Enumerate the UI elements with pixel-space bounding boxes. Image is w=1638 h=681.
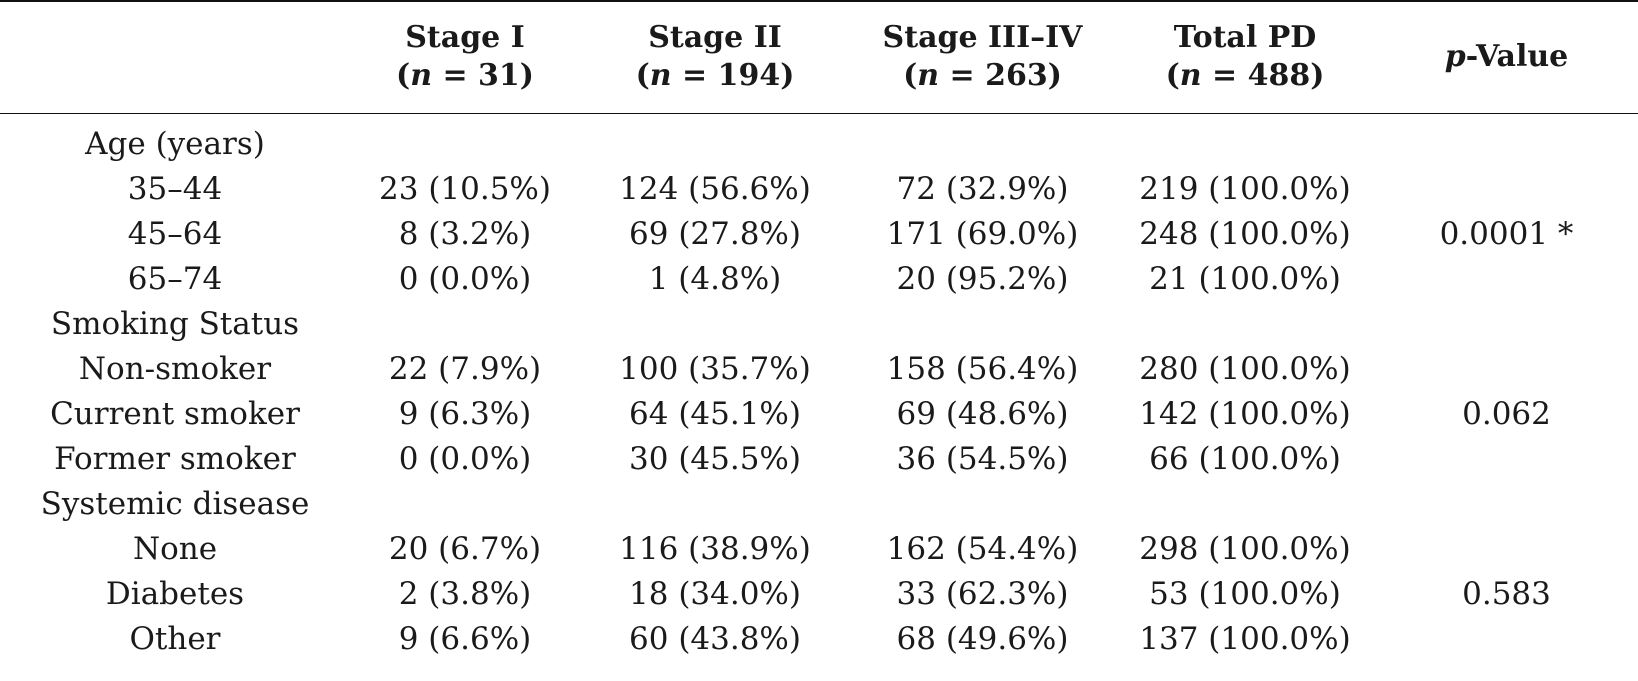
section-row-systemic-disease: Systemic disease	[0, 482, 1638, 527]
header-stage-3-4: Stage III–IV (n = 263)	[850, 0, 1115, 114]
header-stage-1-title: Stage I	[405, 20, 525, 56]
cell-stage-1: 0 (0.0%)	[398, 440, 532, 477]
header-p-value: p-Value	[1375, 0, 1638, 114]
row-label: Former smoker	[54, 440, 296, 477]
header-total-pd: Total PD (n = 488)	[1115, 0, 1375, 114]
table-row: 65–74 0 (0.0%) 1 (4.8%) 20 (95.2%) 21 (1…	[0, 257, 1638, 302]
cell-stage-2: 64 (45.1%)	[629, 395, 801, 432]
section-title: Age (years)	[85, 125, 265, 162]
cell-stage-1: 23 (10.5%)	[379, 170, 551, 207]
section-title: Systemic disease	[40, 485, 310, 522]
n-symbol: n	[1179, 58, 1202, 94]
n-value: = 31)	[432, 58, 534, 94]
row-label: 45–64	[127, 215, 223, 252]
cell-stage-3-4: 158 (56.4%)	[886, 350, 1079, 387]
cell-stage-2: 69 (27.8%)	[629, 215, 801, 252]
p-symbol: p	[1444, 39, 1466, 75]
n-symbol: n	[649, 58, 672, 94]
n-value: = 488)	[1201, 58, 1325, 94]
pd-stage-table: Stage I (n = 31) Stage II (n = 194) Stag…	[0, 0, 1638, 662]
header-total-pd-title: Total PD	[1173, 20, 1317, 56]
p-value-label: -Value	[1465, 39, 1569, 75]
header-stage-1: Stage I (n = 31)	[350, 0, 580, 114]
cell-stage-3-4: 72 (32.9%)	[896, 170, 1069, 207]
cell-total: 248 (100.0%)	[1139, 215, 1351, 252]
n-prefix: (	[396, 58, 411, 94]
table-row: Diabetes 2 (3.8%) 18 (34.0%) 33 (62.3%) …	[0, 572, 1638, 617]
header-row: Stage I (n = 31) Stage II (n = 194) Stag…	[0, 0, 1638, 114]
cell-total: 280 (100.0%)	[1139, 350, 1351, 387]
row-label: 35–44	[127, 170, 223, 207]
table-row: Other 9 (6.6%) 60 (43.8%) 68 (49.6%) 137…	[0, 617, 1638, 662]
header-stage-3-4-n: (n = 263)	[850, 57, 1115, 95]
cell-stage-2: 124 (56.6%)	[619, 170, 811, 207]
header-stage-2: Stage II (n = 194)	[580, 0, 850, 114]
header-stage-2-n: (n = 194)	[580, 57, 850, 95]
table-body: Age (years) 35–44 23 (10.5%) 124 (56.6%)…	[0, 113, 1638, 662]
row-label: 65–74	[127, 260, 223, 297]
cell-stage-1: 22 (7.9%)	[388, 350, 542, 387]
table-row: Former smoker 0 (0.0%) 30 (45.5%) 36 (54…	[0, 437, 1638, 482]
cell-stage-3-4: 68 (49.6%)	[896, 620, 1069, 657]
cell-total: 142 (100.0%)	[1139, 395, 1351, 432]
row-label: Diabetes	[105, 575, 245, 612]
cell-stage-3-4: 162 (54.4%)	[886, 530, 1079, 567]
header-stage-1-n: (n = 31)	[350, 57, 580, 95]
row-label: Non-smoker	[78, 350, 272, 387]
table-row: 35–44 23 (10.5%) 124 (56.6%) 72 (32.9%) …	[0, 167, 1638, 252]
table-row: 45–64 8 (3.2%) 69 (27.8%) 171 (69.0%) 24…	[0, 212, 1638, 257]
cell-stage-2: 18 (34.0%)	[629, 575, 801, 612]
cell-total: 298 (100.0%)	[1139, 530, 1351, 567]
cell-p-value: 0.0001 *	[1439, 215, 1574, 252]
cell-total: 53 (100.0%)	[1149, 575, 1341, 612]
n-prefix: (	[903, 58, 918, 94]
header-stage-3-4-title: Stage III–IV	[882, 20, 1083, 56]
n-symbol: n	[410, 58, 433, 94]
cell-stage-1: 0 (0.0%)	[398, 260, 532, 297]
header-total-pd-n: (n = 488)	[1115, 57, 1375, 95]
table-row: Non-smoker 22 (7.9%) 100 (35.7%) 158 (56…	[0, 347, 1638, 432]
cell-stage-2: 116 (38.9%)	[619, 530, 811, 567]
cell-stage-3-4: 20 (95.2%)	[896, 260, 1069, 297]
cell-stage-1: 20 (6.7%)	[388, 530, 542, 567]
section-title: Smoking Status	[50, 305, 300, 342]
cell-total: 219 (100.0%)	[1139, 170, 1351, 207]
cell-stage-1: 9 (6.6%)	[398, 620, 532, 657]
n-symbol: n	[917, 58, 940, 94]
cell-stage-2: 30 (45.5%)	[629, 440, 801, 477]
cell-stage-1: 2 (3.8%)	[398, 575, 532, 612]
cell-stage-3-4: 69 (48.6%)	[896, 395, 1069, 432]
table-row: None 20 (6.7%) 116 (38.9%) 162 (54.4%) 2…	[0, 527, 1638, 612]
header-stage-2-title: Stage II	[648, 20, 782, 56]
n-value: = 194)	[671, 58, 795, 94]
table-header: Stage I (n = 31) Stage II (n = 194) Stag…	[0, 0, 1638, 114]
cell-stage-3-4: 171 (69.0%)	[886, 215, 1079, 252]
row-label: Current smoker	[50, 395, 300, 432]
cell-stage-3-4: 36 (54.5%)	[896, 440, 1069, 477]
cell-total: 137 (100.0%)	[1139, 620, 1351, 657]
cell-p-value: 0.583	[1462, 575, 1551, 612]
cell-stage-3-4: 33 (62.3%)	[896, 575, 1069, 612]
row-label: Other	[129, 620, 221, 657]
section-row-age: Age (years)	[0, 113, 1638, 167]
table-row: Current smoker 9 (6.3%) 64 (45.1%) 69 (4…	[0, 392, 1638, 437]
cell-total: 66 (100.0%)	[1149, 440, 1341, 477]
cell-stage-2: 1 (4.8%)	[648, 260, 782, 297]
n-prefix: (	[635, 58, 650, 94]
n-value: = 263)	[939, 58, 1062, 94]
cell-stage-1: 8 (3.2%)	[398, 215, 532, 252]
cell-stage-2: 60 (43.8%)	[629, 620, 801, 657]
n-prefix: (	[1165, 58, 1180, 94]
header-blank	[0, 0, 350, 114]
section-row-smoking: Smoking Status	[0, 302, 1638, 347]
row-label: None	[132, 530, 218, 567]
cell-stage-2: 100 (35.7%)	[619, 350, 811, 387]
cell-total: 21 (100.0%)	[1149, 260, 1341, 297]
cell-p-value: 0.062	[1462, 395, 1551, 432]
cell-stage-1: 9 (6.3%)	[398, 395, 532, 432]
